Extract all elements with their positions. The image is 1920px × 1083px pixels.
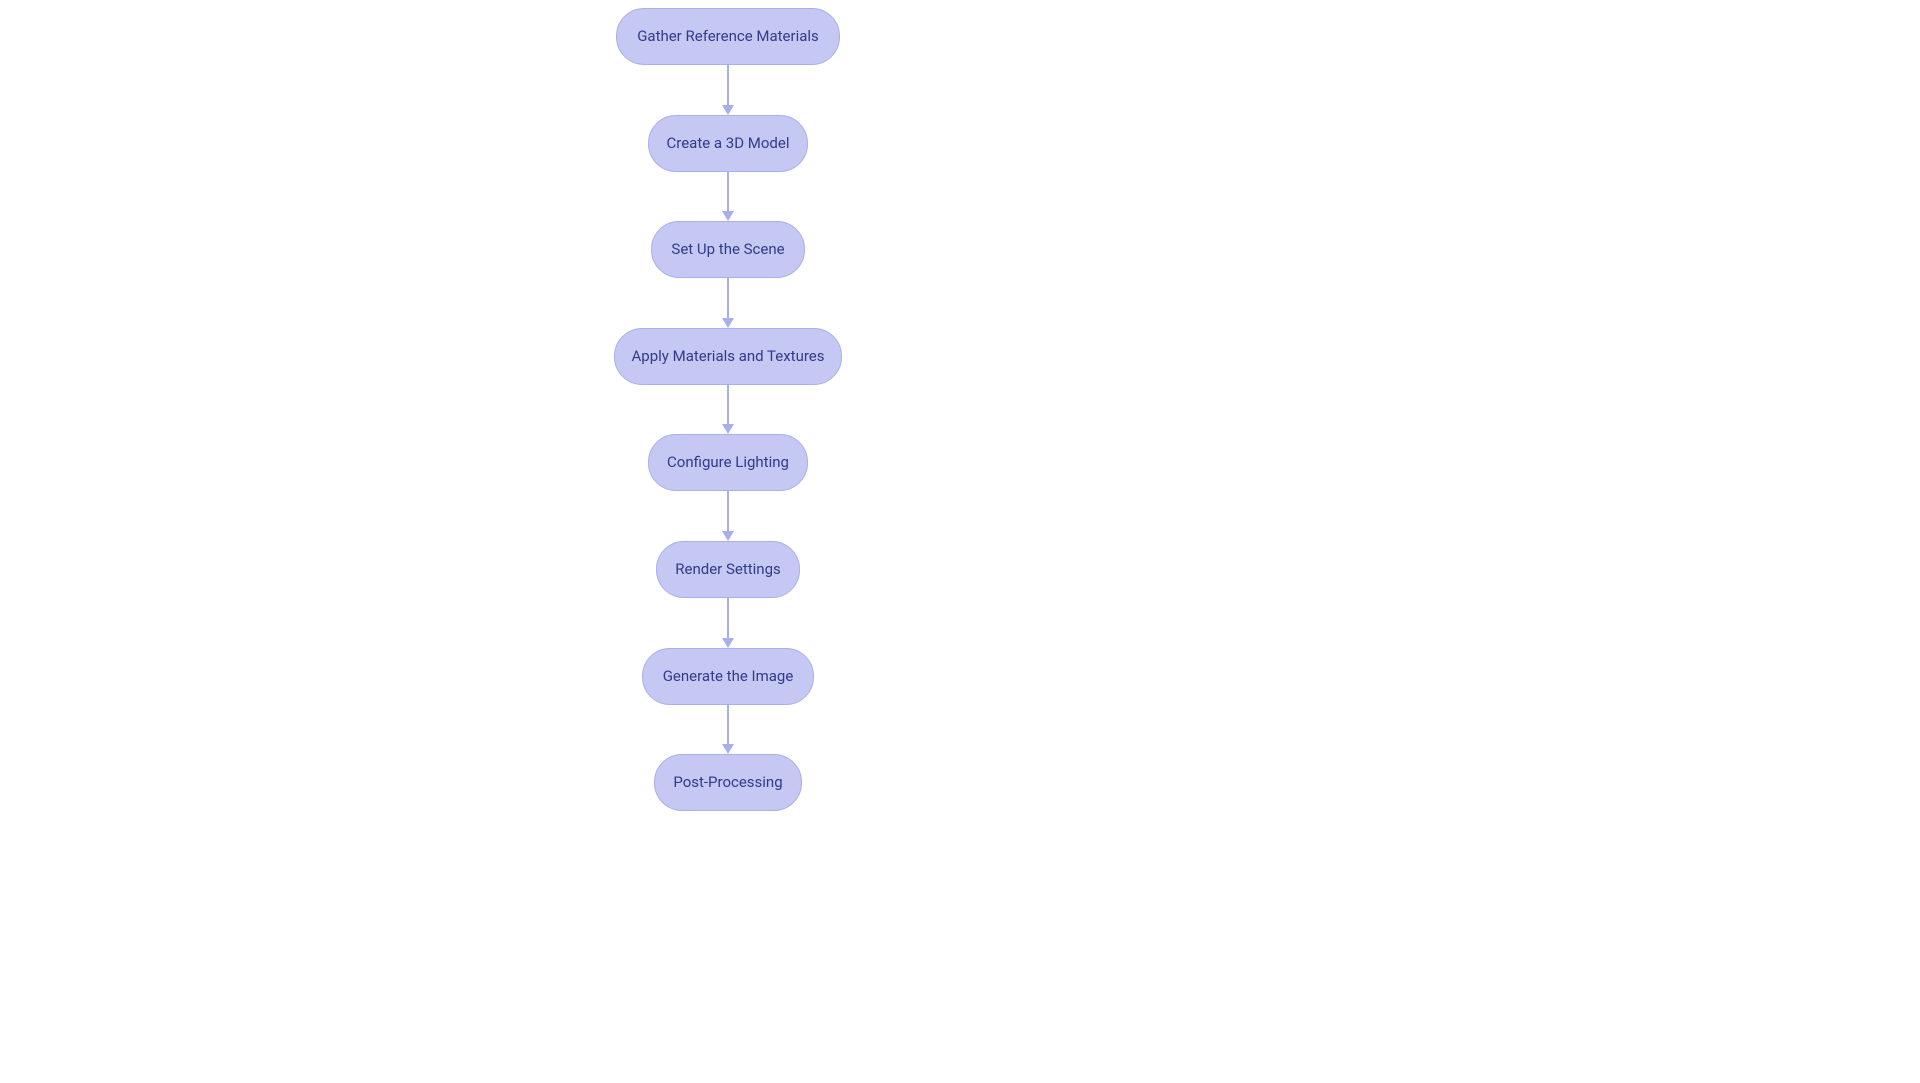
flow-edge — [727, 65, 729, 107]
flowchart-node-label: Apply Materials and Textures — [632, 347, 825, 365]
arrow-head-icon — [722, 744, 734, 754]
arrow-head-icon — [722, 531, 734, 541]
arrow-head-icon — [722, 318, 734, 328]
flowchart-canvas: Gather Reference Materials Create a 3D Mo… — [0, 0, 1920, 1083]
flowchart-node-label: Render Settings — [675, 560, 780, 578]
flowchart-node-label: Gather Reference Materials — [637, 27, 819, 45]
flowchart-node-label: Create a 3D Model — [667, 134, 790, 152]
flowchart-node: Apply Materials and Textures — [614, 328, 842, 385]
arrow-head-icon — [722, 105, 734, 115]
flowchart-node-label: Generate the Image — [663, 667, 794, 685]
flowchart-node: Set Up the Scene — [651, 221, 805, 278]
flowchart-node-label: Configure Lighting — [667, 453, 789, 471]
flowchart-node: Render Settings — [656, 541, 800, 598]
flowchart-node-label: Post-Processing — [673, 773, 782, 791]
flowchart-node: Gather Reference Materials — [616, 8, 840, 65]
flow-edge — [727, 172, 729, 213]
flow-edge — [727, 278, 729, 320]
flow-edge — [727, 385, 729, 426]
flow-edge — [727, 598, 729, 640]
flowchart-node-label: Set Up the Scene — [671, 240, 784, 258]
flowchart-node: Post-Processing — [654, 754, 802, 811]
flowchart-node: Configure Lighting — [648, 434, 808, 491]
flowchart-node: Generate the Image — [642, 648, 814, 705]
flow-edge — [727, 491, 729, 533]
arrow-head-icon — [722, 211, 734, 221]
arrow-head-icon — [722, 638, 734, 648]
flow-edge — [727, 705, 729, 746]
arrow-head-icon — [722, 424, 734, 434]
flowchart-node: Create a 3D Model — [648, 115, 808, 172]
